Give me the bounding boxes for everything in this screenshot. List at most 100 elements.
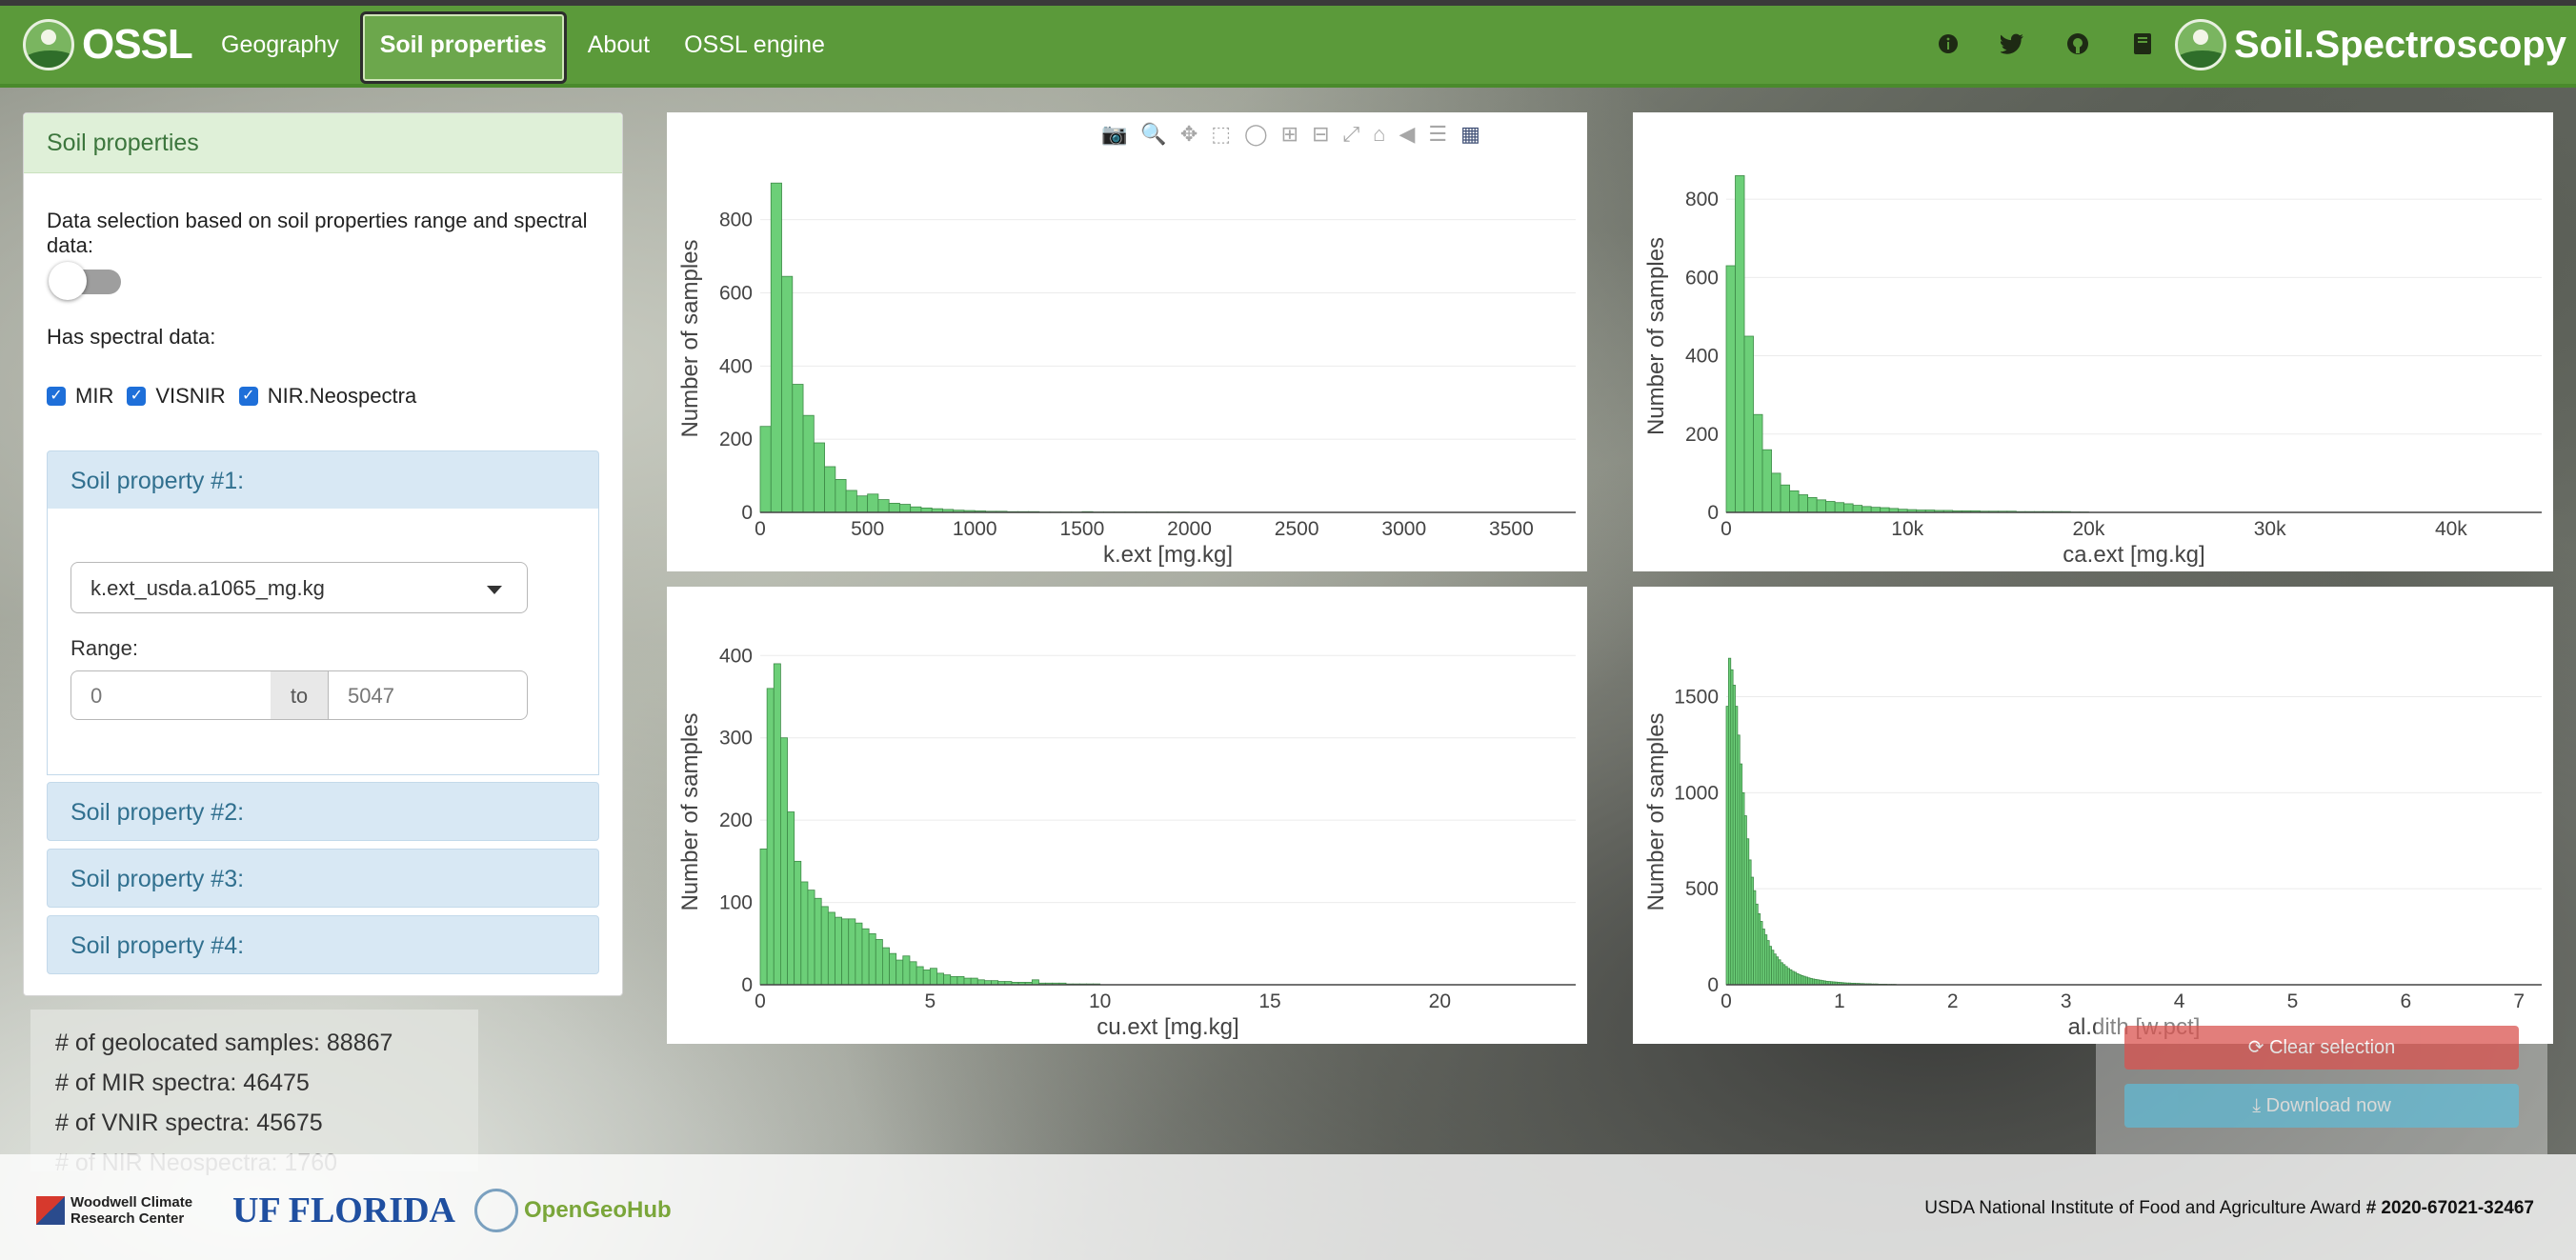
ossl-brand[interactable]: OSSL	[23, 19, 193, 70]
histogram-bar[interactable]	[889, 952, 897, 986]
histogram-bar[interactable]	[970, 977, 978, 986]
lasso-icon[interactable]: ◯	[1244, 122, 1268, 146]
histogram-bar[interactable]	[792, 384, 804, 513]
opengeohub-logo[interactable]: OpenGeoHub	[473, 1189, 672, 1232]
nav-about[interactable]: About	[587, 31, 651, 58]
range-min-input[interactable]: 0	[70, 670, 272, 720]
histogram-bar[interactable]	[943, 974, 952, 986]
zoom-in-icon[interactable]: ⊞	[1280, 122, 1299, 146]
histogram-bar[interactable]	[936, 972, 945, 986]
histogram-bar[interactable]	[950, 975, 958, 986]
histogram-bar[interactable]	[1753, 413, 1763, 513]
histogram-bar[interactable]	[759, 426, 772, 513]
histogram-bar[interactable]	[800, 881, 809, 986]
histogram-bar[interactable]	[922, 970, 931, 986]
histogram-bar[interactable]	[916, 966, 924, 986]
histogram-bar[interactable]	[1870, 507, 1882, 513]
hover-compare-icon[interactable]: ☰	[1428, 122, 1448, 146]
hover-closest-icon[interactable]: ◀	[1399, 122, 1416, 146]
histogram-bar[interactable]	[827, 911, 835, 986]
histogram-bar[interactable]	[1843, 503, 1854, 513]
github-icon[interactable]	[2063, 32, 2092, 61]
histogram-bar[interactable]	[929, 968, 937, 986]
histogram-bar[interactable]	[845, 490, 857, 513]
camera-icon[interactable]: 📷	[1101, 122, 1128, 146]
histogram-bar[interactable]	[1816, 499, 1827, 513]
histogram-bar[interactable]	[1761, 449, 1772, 513]
clear-selection-button[interactable]: ⟳ Clear selection	[2124, 1026, 2519, 1070]
histogram-bar[interactable]	[1807, 496, 1818, 513]
histogram-bar[interactable]	[868, 933, 876, 986]
nav-geography[interactable]: Geography	[221, 31, 339, 58]
soil-property-4-header[interactable]: Soil property #4:	[47, 915, 599, 974]
nav-ossl-engine[interactable]: OSSL engine	[684, 31, 825, 58]
histogram-bar[interactable]	[802, 414, 815, 513]
property-select[interactable]: k.ext_usda.a1065_mg.kg	[70, 562, 528, 613]
histogram-bar[interactable]	[963, 977, 972, 986]
histogram-bar[interactable]	[766, 688, 775, 986]
histogram-bar[interactable]	[1725, 265, 1736, 513]
histogram-bar[interactable]	[841, 918, 850, 986]
range-max-input[interactable]: 5047	[328, 670, 528, 720]
histogram-bar[interactable]	[814, 897, 822, 986]
histogram-bar[interactable]	[1862, 506, 1872, 513]
histogram-bar[interactable]	[910, 506, 922, 513]
histogram-bar[interactable]	[1743, 335, 1754, 513]
home-icon[interactable]: ⌂	[1373, 122, 1386, 146]
autoscale-icon[interactable]: ⤢	[1342, 122, 1360, 146]
histogram-bar[interactable]	[1789, 490, 1800, 513]
histogram-bar[interactable]	[848, 918, 856, 986]
histogram-bar[interactable]	[1735, 175, 1745, 513]
histogram-bar[interactable]	[773, 663, 781, 986]
uf-logo[interactable]: UF FLORIDA	[232, 1190, 455, 1230]
book-icon[interactable]	[2128, 32, 2157, 61]
histogram-bar[interactable]	[770, 182, 782, 513]
histogram-bar[interactable]	[855, 495, 869, 513]
soil-property-2-header[interactable]: Soil property #2:	[47, 782, 599, 841]
histogram-bar[interactable]	[855, 922, 863, 986]
histogram-bar[interactable]	[976, 979, 985, 986]
histogram-bar[interactable]	[1780, 484, 1790, 513]
histogram-bar[interactable]	[877, 499, 890, 513]
histogram-bar[interactable]	[867, 493, 879, 513]
histogram-bar[interactable]	[902, 955, 911, 986]
download-now-button[interactable]: ⤓ Download now	[2124, 1084, 2519, 1128]
zoom-out-icon[interactable]: ⊟	[1312, 122, 1330, 146]
nav-soil-properties[interactable]: Soil properties	[359, 11, 567, 84]
histogram-bar[interactable]	[1825, 501, 1836, 513]
histogram-bar[interactable]	[896, 959, 904, 986]
histogram-bar[interactable]	[787, 811, 795, 986]
selection-toggle[interactable]	[49, 262, 121, 300]
histogram-bar[interactable]	[794, 860, 802, 986]
checkbox-visnir[interactable]: ✓	[127, 387, 147, 406]
histogram-bar[interactable]	[875, 939, 883, 986]
histogram-bar[interactable]	[909, 961, 917, 986]
histogram-bar[interactable]	[888, 502, 900, 513]
histogram-bar[interactable]	[813, 442, 825, 513]
twitter-icon[interactable]	[1999, 32, 2027, 61]
histogram-bar[interactable]	[956, 975, 965, 986]
histogram-bar[interactable]	[781, 275, 794, 513]
soil-spectroscopy-brand[interactable]: Soil.Spectroscopy	[2175, 19, 2566, 70]
histogram-bar[interactable]	[861, 928, 870, 986]
histogram-bar[interactable]	[820, 906, 829, 986]
histogram-bar[interactable]	[1834, 502, 1845, 513]
soil-property-3-header[interactable]: Soil property #3:	[47, 849, 599, 908]
info-icon[interactable]	[1934, 32, 1962, 61]
histogram-bar[interactable]	[881, 947, 890, 986]
histogram-bar[interactable]	[807, 890, 815, 986]
histogram-bar[interactable]	[780, 737, 788, 986]
histogram-bar[interactable]	[1771, 472, 1781, 513]
soil-property-1-header[interactable]: Soil property #1:	[47, 450, 599, 510]
histogram-bar[interactable]	[835, 479, 847, 513]
checkbox-mir[interactable]: ✓	[47, 387, 66, 406]
histogram-bar[interactable]	[1852, 505, 1863, 513]
zoom-icon[interactable]: 🔍	[1140, 122, 1167, 146]
box-select-icon[interactable]: ⬚	[1211, 122, 1232, 146]
histogram-bar[interactable]	[824, 466, 836, 513]
woodwell-logo[interactable]: Woodwell Climate Research Center	[36, 1194, 213, 1227]
checkbox-nir-neospectra[interactable]: ✓	[238, 387, 258, 406]
plotly-logo-icon[interactable]: ▦	[1460, 122, 1480, 146]
histogram-bar[interactable]	[835, 916, 842, 986]
histogram-bar[interactable]	[1031, 979, 1039, 986]
